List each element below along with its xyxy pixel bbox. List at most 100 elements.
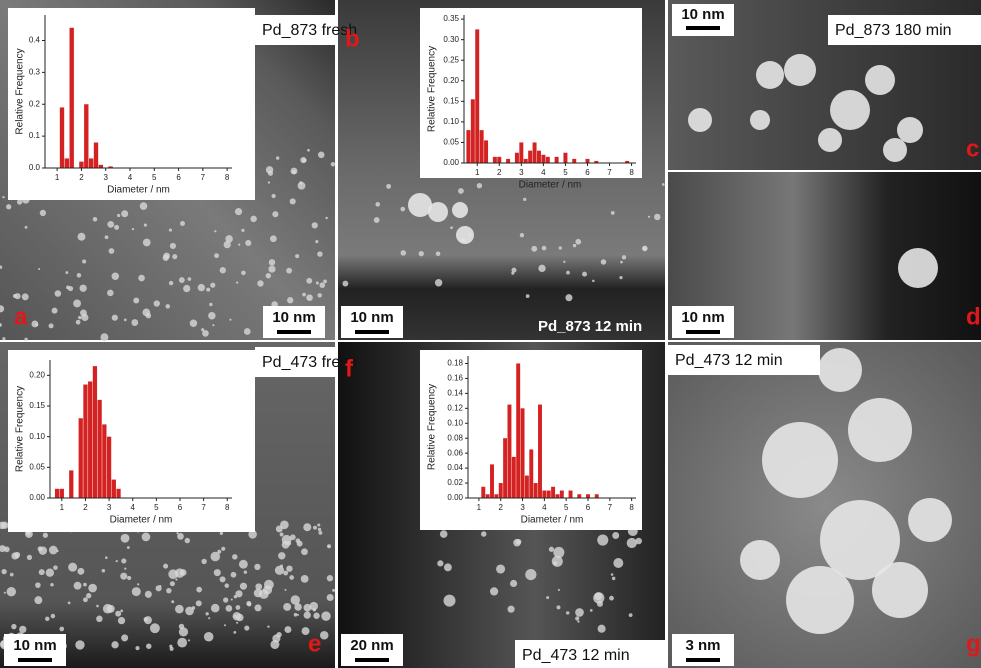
y-tick-label: 0.10 [447,418,463,427]
particle [654,214,660,220]
particle [206,612,209,615]
particle [17,199,22,204]
particle [11,624,16,629]
x-tick-label: 2 [83,503,88,512]
scale-bar [355,330,389,334]
bar [88,381,92,498]
bar [538,405,542,498]
particle [211,604,220,613]
particle [188,639,190,641]
particle [170,581,175,586]
particle [133,297,139,303]
particle [236,622,238,624]
particle [171,600,174,603]
particle [224,241,231,248]
particle [255,583,262,590]
particle [231,572,237,578]
particle [76,320,81,325]
particle [2,337,5,340]
particle [250,216,257,223]
y-tick-label: 0.04 [447,463,463,472]
particle [259,589,269,599]
particle [830,90,870,130]
bar [529,449,533,498]
x-tick-label: 6 [586,503,591,512]
particle [234,595,237,598]
caption: Pd_873 12 min [538,318,642,335]
particle [27,555,32,560]
particle [419,251,424,256]
particle [180,221,185,226]
x-tick-label: 2 [497,168,502,177]
x-tick-label: 3 [520,503,525,512]
x-tick-label: 7 [608,503,613,512]
x-tick-label: 7 [607,168,612,177]
y-tick-label: 0.16 [447,374,463,383]
particle [428,202,448,222]
particle [121,634,128,641]
x-tick-label: 2 [79,173,84,182]
particle [236,281,238,283]
x-axis-label: Diameter / nm [110,515,173,526]
particle [598,625,606,633]
x-tick-label: 2 [499,503,504,512]
bar [69,470,73,498]
y-tick-label: 0.15 [29,401,45,410]
particle [267,625,269,627]
particle [313,526,317,530]
particle [1,569,6,574]
particle [132,587,141,596]
y-tick-label: 0.25 [443,55,459,64]
particle [280,564,283,567]
bar [79,162,83,168]
particle [179,627,188,636]
particle [188,277,192,281]
bar [572,159,576,163]
particle [241,271,246,276]
particle [121,534,130,543]
particle [206,288,210,292]
particle [609,596,614,601]
bar [60,107,64,168]
particle [590,609,593,612]
bar [512,457,516,498]
particle [289,575,294,580]
x-tick-label: 5 [152,173,157,182]
particle [169,228,172,231]
particle [185,538,190,543]
scale-bar [686,330,720,334]
bar [577,494,581,498]
scale-bar [277,330,311,334]
bar [515,153,519,163]
particle [313,613,319,619]
particle [898,248,938,288]
caption: Pd_473 fresh [262,354,357,371]
particle [238,244,240,246]
x-tick-label: 1 [55,173,60,182]
x-tick-label: 3 [519,168,524,177]
particle [135,646,139,650]
particle [284,589,286,591]
particle [280,533,284,537]
particle [318,152,325,159]
particle [318,528,321,531]
particle [51,614,56,619]
bar [595,494,599,498]
bar [497,157,501,163]
particle [24,338,27,341]
bar [98,400,102,498]
particle [784,54,816,86]
particle [163,255,169,261]
particle [601,259,606,264]
particle [269,259,276,266]
bar [569,491,573,498]
particle [270,235,277,242]
bar [547,491,551,498]
scale-bar-label: 10 nm [681,6,724,23]
particle [39,569,45,575]
particle [278,552,285,559]
scale-bar-label: 20 nm [350,637,393,654]
particle [612,577,616,581]
panel-letter: g [966,630,981,657]
y-tick-label: 0.00 [447,493,463,502]
